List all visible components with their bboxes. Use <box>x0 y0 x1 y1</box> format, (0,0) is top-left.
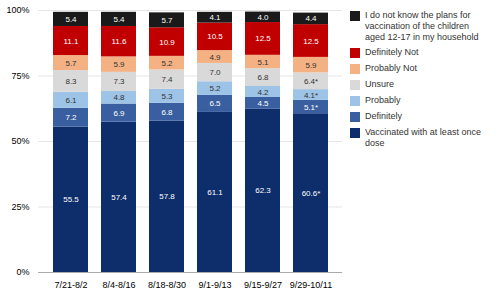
svg-text:6.4*: 6.4* <box>304 77 318 86</box>
svg-text:6.8: 6.8 <box>161 108 173 117</box>
svg-text:5.9: 5.9 <box>113 60 125 69</box>
svg-text:9/29-10/11: 9/29-10/11 <box>290 280 332 290</box>
svg-text:6.9: 6.9 <box>113 109 125 118</box>
svg-text:5.1*: 5.1* <box>304 103 318 112</box>
html-text:Definitely Not: Definitely Not <box>365 47 419 58</box>
svg-text:100%: 100% <box>6 5 29 15</box>
svg-text:7.0: 7.0 <box>209 68 221 77</box>
svg-text:7.2: 7.2 <box>65 113 77 122</box>
svg-text:4.0: 4.0 <box>257 13 269 22</box>
svg-text:6.5: 6.5 <box>209 99 221 108</box>
svg-text:57.8: 57.8 <box>159 192 175 201</box>
svg-text:6.1: 6.1 <box>65 96 77 105</box>
svg-text:4.2: 4.2 <box>257 88 269 97</box>
svg-text:4.1*: 4.1* <box>304 91 318 100</box>
svg-text:4.4: 4.4 <box>305 14 317 23</box>
html-text:Definitely: Definitely <box>365 111 402 122</box>
svg-text:55.5: 55.5 <box>63 195 79 204</box>
svg-text:8/4-8/16: 8/4-8/16 <box>102 280 135 290</box>
svg-text:61.1: 61.1 <box>207 188 223 197</box>
svg-text:9/1-9/13: 9/1-9/13 <box>198 280 231 290</box>
svg-text:5.2: 5.2 <box>161 59 173 68</box>
html-text:Unsure: Unsure <box>365 79 394 90</box>
svg-text:5.4: 5.4 <box>65 15 77 24</box>
svg-text:8/18-8/30: 8/18-8/30 <box>148 280 186 290</box>
svg-text:11.1: 11.1 <box>64 37 80 46</box>
svg-text:6.8: 6.8 <box>257 73 269 82</box>
html-text:Probably Not: Probably Not <box>365 63 417 74</box>
svg-text:10.9: 10.9 <box>159 38 175 47</box>
svg-text:8.3: 8.3 <box>65 77 77 86</box>
svg-text:50%: 50% <box>11 136 29 146</box>
svg-text:5.7: 5.7 <box>161 16 173 25</box>
svg-text:5.4: 5.4 <box>113 15 125 24</box>
svg-text:4.9: 4.9 <box>209 53 221 62</box>
svg-text:7.3: 7.3 <box>113 77 125 86</box>
svg-text:9/15-9/27: 9/15-9/27 <box>244 280 282 290</box>
svg-text:12.5: 12.5 <box>303 37 319 46</box>
svg-text:5.3: 5.3 <box>161 92 173 101</box>
svg-text:57.4: 57.4 <box>111 193 127 202</box>
svg-text:75%: 75% <box>11 71 29 81</box>
svg-text:11.6: 11.6 <box>112 37 128 46</box>
svg-text:12.5: 12.5 <box>255 34 271 43</box>
svg-text:62.3: 62.3 <box>255 186 271 195</box>
svg-text:60.6*: 60.6* <box>302 189 321 198</box>
svg-text:0%: 0% <box>16 267 29 277</box>
svg-text:10.5: 10.5 <box>207 32 223 41</box>
html-text:I do not know the plans for va: I do not know the plans for vaccination … <box>365 10 479 42</box>
svg-text:7.4: 7.4 <box>161 75 173 84</box>
svg-text:4.5: 4.5 <box>257 99 269 108</box>
svg-text:5.1: 5.1 <box>257 58 269 67</box>
svg-text:5.9: 5.9 <box>305 61 317 70</box>
svg-text:5.2: 5.2 <box>209 84 221 93</box>
svg-text:7/21-8/2: 7/21-8/2 <box>54 280 87 290</box>
svg-text:5.7: 5.7 <box>65 59 77 68</box>
html-text:Vaccinated with at least once: Vaccinated with at least once dose <box>365 127 481 149</box>
svg-text:4.8: 4.8 <box>113 93 125 102</box>
svg-text:4.1: 4.1 <box>209 13 221 22</box>
svg-text:25%: 25% <box>11 202 29 212</box>
html-text:Probably: Probably <box>365 95 401 106</box>
